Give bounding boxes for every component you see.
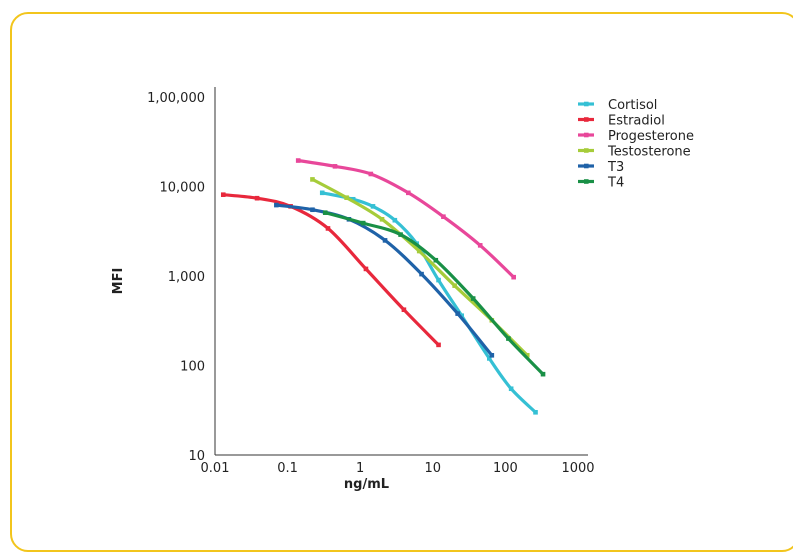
y-tick-label: 100	[180, 360, 205, 375]
data-point	[310, 207, 315, 213]
legend-item-t3: T3	[578, 160, 624, 175]
x-tick-label: 1	[356, 461, 364, 476]
data-point	[310, 177, 315, 182]
legend-label: Testosterone	[607, 145, 691, 160]
data-point	[433, 257, 439, 263]
line-chart: 0.01 0.1 1 10 100 1000 10 100 1,000 10,000 1,00,0…	[111, 87, 694, 492]
data-point	[254, 195, 260, 201]
x-tick-label: 0.01	[201, 461, 230, 476]
y-axis-title: MFI	[111, 268, 126, 295]
series-testosterone	[310, 177, 530, 358]
axes	[214, 87, 588, 456]
data-point	[332, 164, 338, 169]
legend-label: Progesterone	[608, 129, 694, 144]
data-point	[295, 158, 301, 163]
data-point	[398, 232, 403, 237]
data-point	[436, 342, 441, 348]
legend-item-t4: T4	[578, 176, 624, 191]
legend-label: Cortisol	[608, 98, 657, 113]
data-point	[322, 210, 328, 215]
y-tick-label: 10,000	[160, 181, 206, 196]
data-point	[220, 192, 226, 197]
data-point	[419, 271, 424, 277]
legend-item-progesterone: Progesterone	[578, 129, 694, 144]
data-point	[319, 190, 325, 196]
y-tick-label: 10	[188, 449, 205, 464]
data-point	[274, 202, 279, 208]
data-point	[401, 307, 407, 313]
data-point	[511, 274, 516, 280]
legend-item-testosterone: Testosterone	[578, 145, 691, 160]
x-tick-label: 100	[493, 461, 518, 476]
data-point	[452, 283, 457, 288]
data-point	[524, 353, 530, 358]
legend-marker	[584, 148, 589, 153]
data-point	[455, 311, 460, 316]
data-point	[360, 220, 366, 226]
data-point	[533, 409, 538, 415]
data-point	[477, 243, 483, 248]
legend-marker	[584, 179, 589, 184]
legend-label: Estradiol	[608, 114, 665, 129]
x-axis-title: ng/mL	[344, 477, 389, 492]
series-group	[220, 158, 546, 415]
data-point	[370, 204, 376, 209]
data-point	[392, 217, 398, 223]
legend-label: T3	[607, 160, 624, 175]
data-point	[344, 195, 349, 200]
series-line-testosterone	[310, 177, 529, 357]
data-point	[416, 248, 422, 254]
data-point	[368, 171, 374, 177]
data-point	[436, 277, 441, 283]
data-point	[363, 266, 369, 272]
legend-marker	[584, 132, 589, 138]
x-tick-label: 1000	[561, 461, 594, 476]
x-tick-label: 10	[425, 461, 442, 476]
data-point	[325, 226, 331, 231]
series-t4	[322, 210, 546, 377]
data-point	[441, 214, 446, 219]
data-point	[470, 296, 476, 301]
data-point	[508, 386, 514, 392]
series-line-estradiol	[221, 193, 441, 347]
legend-marker	[584, 163, 589, 169]
data-point	[406, 190, 411, 196]
series-progesterone	[295, 158, 516, 280]
data-point	[350, 196, 356, 202]
series-cortisol	[319, 190, 538, 415]
series-t3	[274, 202, 495, 358]
legend: CortisolEstradiolProgesteroneTestosteron…	[578, 98, 694, 191]
data-point	[489, 353, 495, 358]
x-tick-label: 0.1	[277, 461, 298, 476]
data-point	[459, 313, 464, 319]
legend-marker	[584, 117, 589, 122]
y-tick-label: 1,000	[168, 270, 205, 285]
data-point	[540, 371, 546, 377]
data-point	[506, 336, 511, 341]
series-line-cortisol	[320, 191, 538, 414]
x-tick-labels: 0.01 0.1 1 10 100 1000	[201, 461, 595, 476]
legend-item-estradiol: Estradiol	[578, 114, 665, 129]
legend-marker	[584, 101, 589, 107]
y-tick-label: 1,00,000	[147, 91, 205, 106]
legend-item-cortisol: Cortisol	[578, 98, 657, 113]
data-point	[382, 238, 388, 243]
data-point	[379, 217, 385, 222]
data-point	[486, 356, 492, 361]
y-tick-labels: 10 100 1,000 10,000 1,00,000	[147, 91, 205, 464]
series-line-t4	[323, 211, 545, 376]
legend-label: T4	[607, 176, 624, 191]
